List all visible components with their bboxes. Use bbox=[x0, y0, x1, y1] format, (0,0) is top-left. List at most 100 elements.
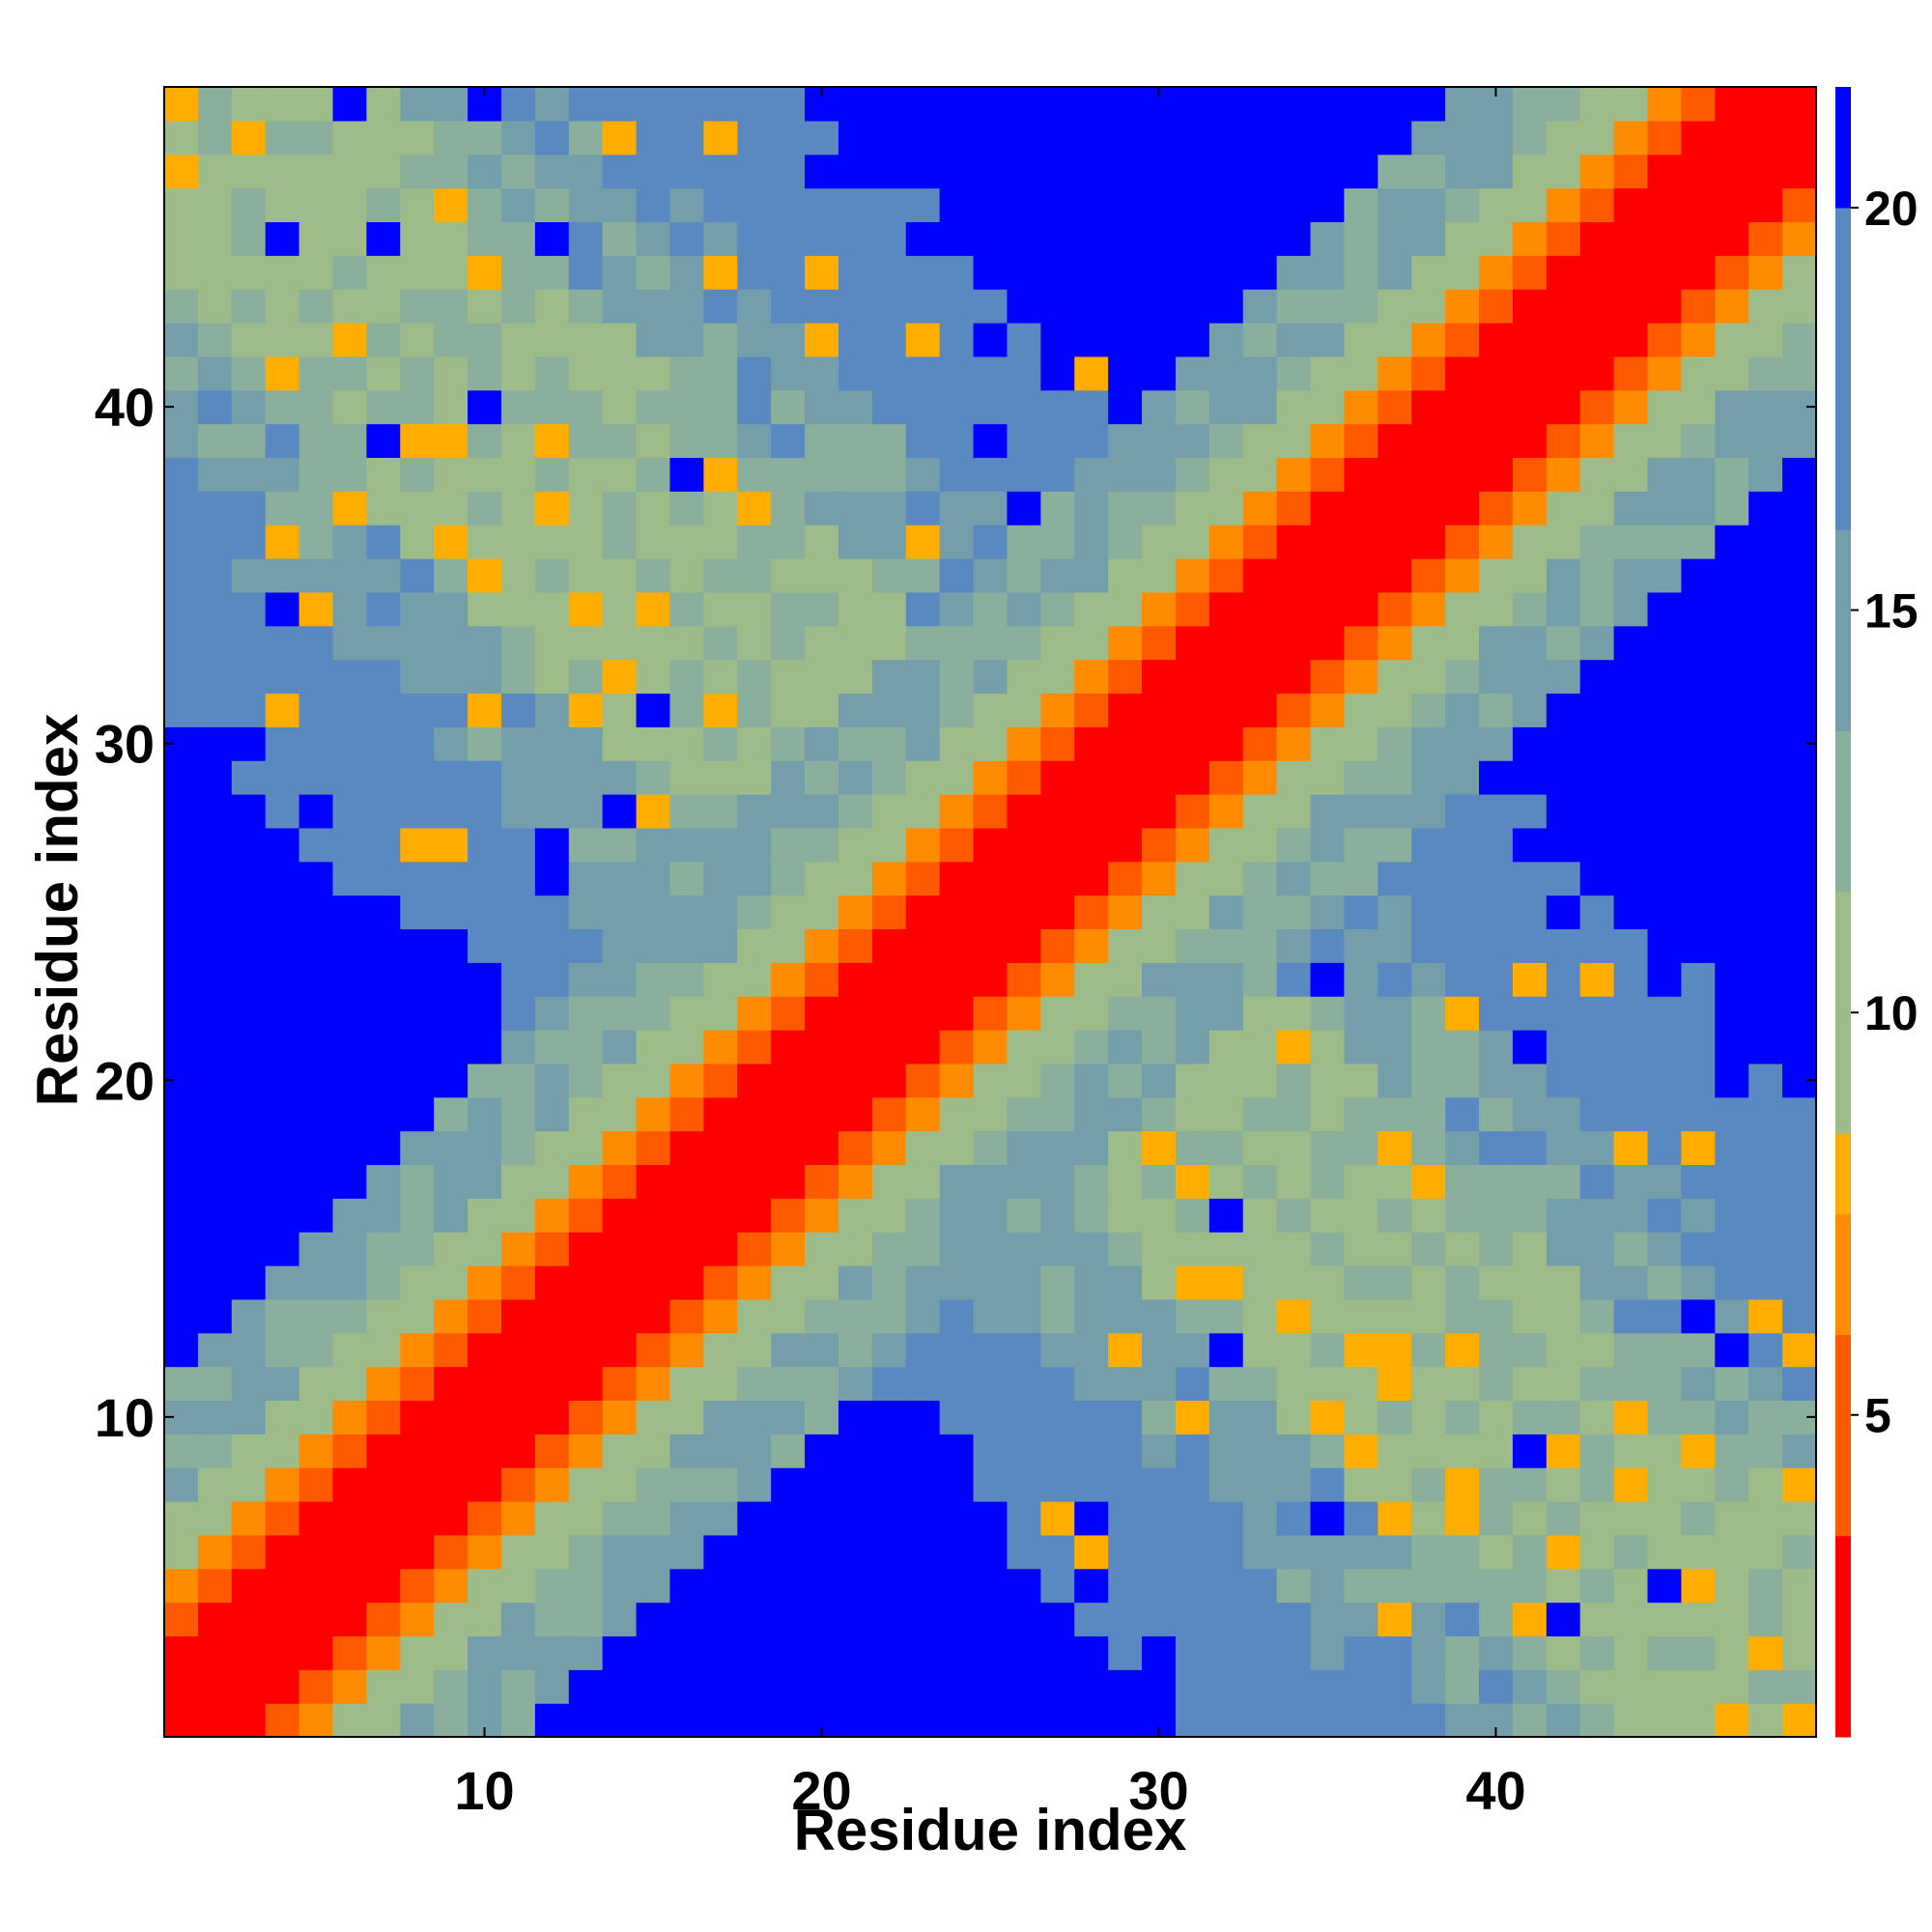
heatmap-cell bbox=[568, 1568, 604, 1604]
heatmap-cell bbox=[1445, 87, 1480, 122]
heatmap-cell bbox=[1579, 525, 1615, 559]
heatmap-cell bbox=[164, 1602, 199, 1637]
heatmap-cell bbox=[1647, 996, 1683, 1031]
heatmap-cell bbox=[1108, 861, 1143, 896]
heatmap-cell bbox=[669, 996, 704, 1031]
heatmap-cell bbox=[534, 221, 570, 256]
heatmap-cell bbox=[197, 1130, 233, 1166]
heatmap-cell bbox=[669, 1434, 704, 1468]
heatmap-cell bbox=[1378, 1130, 1412, 1166]
heatmap-cell bbox=[231, 255, 267, 290]
heatmap-cell bbox=[298, 1130, 334, 1166]
heatmap-cell bbox=[1007, 289, 1041, 324]
heatmap-cell bbox=[737, 389, 772, 425]
heatmap-cell bbox=[500, 1265, 536, 1300]
heatmap-cell bbox=[1546, 1602, 1581, 1637]
heatmap-cell bbox=[1142, 996, 1177, 1031]
heatmap-cell bbox=[871, 1198, 907, 1233]
heatmap-cell bbox=[602, 1366, 638, 1402]
heatmap-cell bbox=[1445, 1130, 1480, 1166]
heatmap-cell bbox=[1007, 861, 1041, 896]
heatmap-cell bbox=[366, 794, 401, 829]
heatmap-cell bbox=[1378, 794, 1412, 829]
heatmap-cell bbox=[1479, 1063, 1514, 1098]
heatmap-cell bbox=[1681, 423, 1716, 459]
heatmap-cell bbox=[1108, 625, 1143, 661]
heatmap-cell bbox=[1748, 928, 1783, 963]
heatmap-cell bbox=[1411, 154, 1446, 189]
heatmap-cell bbox=[468, 962, 502, 997]
heatmap-cell bbox=[1681, 996, 1716, 1031]
heatmap-cell bbox=[669, 1366, 704, 1402]
heatmap-cell bbox=[771, 389, 806, 425]
heatmap-cell bbox=[1208, 895, 1244, 930]
heatmap-cell bbox=[1378, 726, 1412, 761]
heatmap-cell bbox=[669, 1265, 704, 1300]
colorbar-tick-label: 15 bbox=[1864, 584, 1918, 639]
heatmap-cell bbox=[1715, 1501, 1749, 1536]
heatmap-cell bbox=[1208, 154, 1244, 189]
heatmap-cell bbox=[602, 659, 638, 695]
heatmap-cell bbox=[197, 1400, 233, 1435]
heatmap-cell bbox=[703, 726, 738, 761]
heatmap-cell bbox=[1108, 1501, 1143, 1536]
heatmap-cell bbox=[1479, 423, 1514, 459]
heatmap-cell bbox=[1175, 1467, 1210, 1502]
heatmap-cell bbox=[434, 289, 469, 324]
heatmap-cell bbox=[298, 1332, 334, 1368]
heatmap-cell bbox=[164, 659, 199, 695]
heatmap-cell bbox=[164, 1501, 199, 1536]
heatmap-cell bbox=[1512, 187, 1548, 223]
heatmap-cell bbox=[1546, 1332, 1581, 1368]
heatmap-cell bbox=[400, 457, 435, 492]
heatmap-cell bbox=[1175, 827, 1210, 863]
heatmap-cell bbox=[366, 928, 401, 963]
heatmap-cell bbox=[1310, 457, 1346, 492]
heatmap-cell bbox=[905, 1534, 941, 1570]
heatmap-cell bbox=[332, 491, 367, 526]
heatmap-cell bbox=[636, 1130, 671, 1166]
heatmap-cell bbox=[602, 525, 638, 559]
heatmap-cell bbox=[1748, 827, 1783, 863]
heatmap-cell bbox=[636, 491, 671, 526]
heatmap-cell bbox=[1579, 625, 1615, 661]
heatmap-cell bbox=[1479, 1298, 1514, 1334]
heatmap-cell bbox=[332, 1400, 367, 1435]
heatmap-cell bbox=[1546, 1298, 1581, 1334]
heatmap-cell bbox=[366, 827, 401, 863]
heatmap-cell bbox=[265, 693, 300, 727]
heatmap-cell bbox=[602, 187, 638, 223]
heatmap-cell bbox=[905, 154, 941, 189]
heatmap-cell bbox=[1344, 1602, 1378, 1637]
heatmap-cell bbox=[1310, 693, 1346, 727]
heatmap-cell bbox=[1074, 1164, 1109, 1199]
heatmap-cell bbox=[1108, 389, 1143, 425]
heatmap-cell bbox=[905, 1434, 941, 1468]
heatmap-cell bbox=[534, 1568, 570, 1604]
heatmap-cell bbox=[1310, 154, 1346, 189]
heatmap-cell bbox=[939, 760, 975, 795]
heatmap-cell bbox=[1378, 1366, 1412, 1402]
heatmap-cell bbox=[1378, 659, 1412, 695]
heatmap-cell bbox=[1040, 1635, 1075, 1670]
heatmap-cell bbox=[1175, 1434, 1210, 1468]
heatmap-cell bbox=[1613, 962, 1649, 997]
heatmap-cell bbox=[905, 928, 941, 963]
heatmap-cell bbox=[1142, 1534, 1177, 1570]
heatmap-cell bbox=[871, 423, 907, 459]
heatmap-cell bbox=[568, 760, 604, 795]
heatmap-cell bbox=[298, 1501, 334, 1536]
heatmap-cell bbox=[468, 1130, 502, 1166]
heatmap-cell bbox=[973, 355, 1009, 391]
heatmap-cell bbox=[1681, 1332, 1716, 1368]
heatmap-cell bbox=[366, 1130, 401, 1166]
heatmap-cell bbox=[231, 1298, 267, 1334]
heatmap-cell bbox=[838, 87, 873, 122]
heatmap-cell bbox=[332, 558, 367, 593]
heatmap-cell bbox=[568, 861, 604, 896]
heatmap-cell bbox=[1579, 693, 1615, 727]
heatmap-cell bbox=[939, 962, 975, 997]
heatmap-cell bbox=[1242, 1501, 1278, 1536]
heatmap-cell bbox=[568, 221, 604, 256]
heatmap-cell bbox=[1208, 423, 1244, 459]
